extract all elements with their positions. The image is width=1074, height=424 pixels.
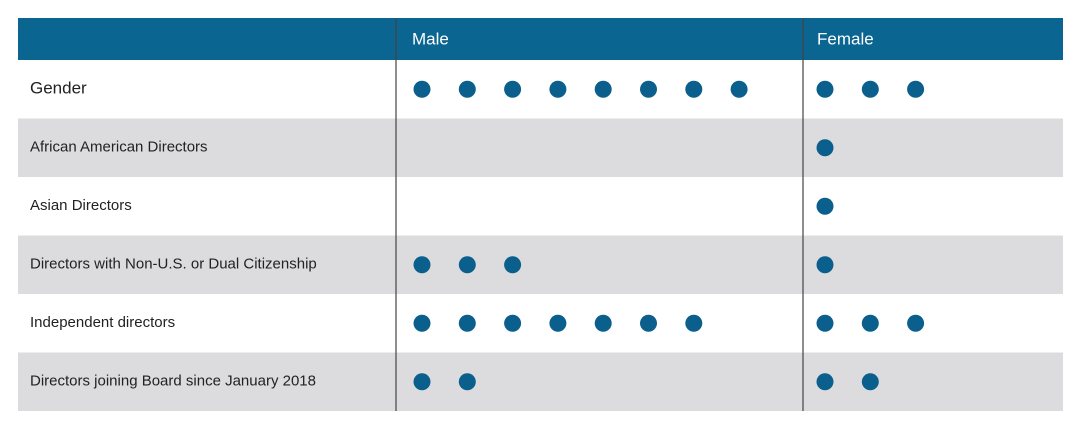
header-bar xyxy=(18,18,1063,60)
female-dot xyxy=(816,80,834,98)
row-label: Directors with Non-U.S. or Dual Citizens… xyxy=(30,256,317,273)
row-label: Asian Directors xyxy=(30,197,132,214)
row-band xyxy=(18,118,1063,177)
male-dot xyxy=(594,314,612,332)
row-label: Gender xyxy=(30,79,87,98)
row-label: Independent directors xyxy=(30,314,175,331)
column-header: Male xyxy=(412,29,449,48)
female-dot xyxy=(907,80,925,98)
male-dot xyxy=(504,256,522,274)
male-dot xyxy=(594,80,612,98)
male-dot xyxy=(413,314,431,332)
column-header: Female xyxy=(817,29,874,48)
male-dot xyxy=(504,80,522,98)
row-label: Directors joining Board since January 20… xyxy=(30,373,316,390)
female-dot xyxy=(816,373,834,391)
male-dot xyxy=(640,314,657,332)
female-dot xyxy=(816,197,834,215)
male-dot xyxy=(458,314,476,332)
male-dot xyxy=(685,314,703,332)
male-dot xyxy=(413,256,431,274)
male-dot xyxy=(413,80,431,98)
male-dot xyxy=(730,80,748,98)
female-dot xyxy=(816,314,834,332)
female-dot xyxy=(861,314,879,332)
female-dot xyxy=(816,256,834,274)
male-dot xyxy=(413,373,431,391)
male-dot xyxy=(458,80,476,98)
female-dot xyxy=(907,314,925,332)
female-dot xyxy=(861,373,879,391)
male-dot xyxy=(458,373,476,391)
row-band xyxy=(18,235,1063,294)
male-dot xyxy=(640,80,657,98)
row-band xyxy=(18,352,1063,411)
male-dot xyxy=(549,80,567,98)
female-dot xyxy=(816,139,834,157)
male-dot xyxy=(549,314,567,332)
row-label: African American Directors xyxy=(30,139,208,156)
male-dot xyxy=(504,314,522,332)
female-dot xyxy=(861,80,879,98)
male-dot xyxy=(458,256,476,274)
male-dot xyxy=(685,80,703,98)
